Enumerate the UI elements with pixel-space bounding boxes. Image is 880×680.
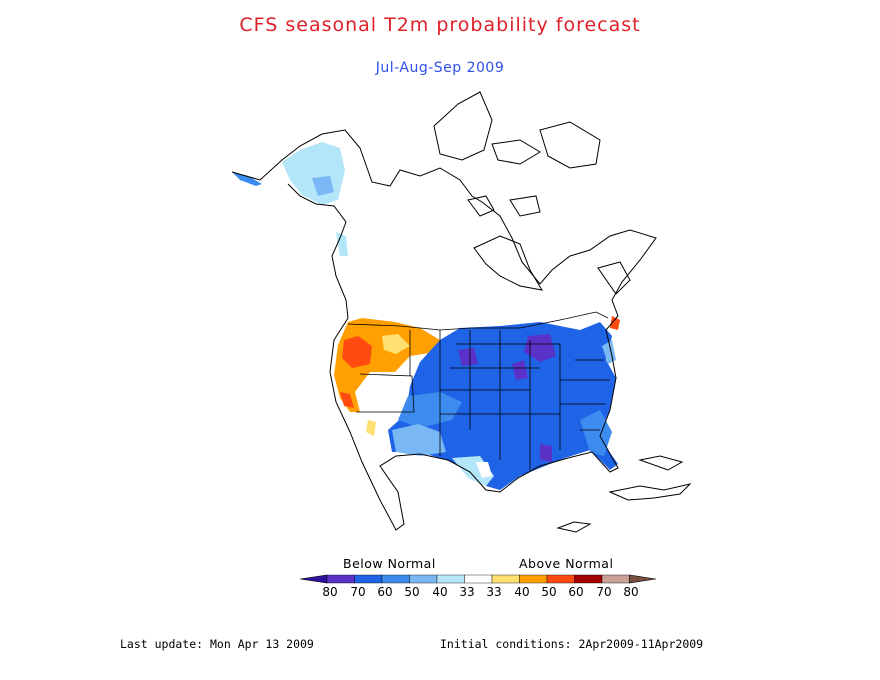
map-title: CFS seasonal T2m probability forecast — [239, 14, 641, 36]
legend-swatch-4 — [409, 574, 438, 584]
coastlines — [231, 91, 692, 533]
legend-tick-10: 70 — [596, 585, 611, 599]
legend-swatch-11 — [601, 574, 630, 584]
legend-swatch-1 — [326, 574, 355, 584]
legend-above-normal-label: Above Normal — [519, 556, 614, 571]
legend-bar — [299, 574, 657, 584]
legend-swatch-7 — [491, 574, 520, 584]
map-subtitle: Jul-Aug-Sep 2009 — [375, 60, 505, 76]
legend-tick-5: 33 — [459, 585, 474, 599]
legend-swatch-0 — [299, 574, 328, 584]
legend-tick-6: 33 — [486, 585, 501, 599]
eastern-below-normal — [388, 322, 618, 490]
western-above-normal — [334, 316, 620, 436]
legend-swatch-12 — [629, 574, 657, 584]
legend-swatch-3 — [381, 574, 410, 584]
legend-below-normal-label: Below Normal — [343, 556, 436, 571]
legend-tick-1: 70 — [350, 585, 365, 599]
legend-swatch-9 — [546, 574, 575, 584]
legend-ticks: 80 70 60 50 40 33 33 40 50 60 70 80 — [322, 585, 638, 599]
legend-swatch-6 — [464, 574, 493, 584]
legend-tick-11: 80 — [623, 585, 638, 599]
legend-swatch-10 — [574, 574, 603, 584]
last-update-text: Last update: Mon Apr 13 2009 — [120, 637, 314, 651]
legend-tick-8: 50 — [541, 585, 556, 599]
legend-swatch-5 — [436, 574, 465, 584]
legend-tick-7: 40 — [514, 585, 529, 599]
alaska-shading — [232, 142, 348, 256]
initial-conditions-text: Initial conditions: 2Apr2009-11Apr2009 — [440, 637, 704, 651]
legend-tick-3: 50 — [404, 585, 419, 599]
legend-swatch-8 — [519, 574, 548, 584]
legend-tick-0: 80 — [322, 585, 337, 599]
political-borders — [347, 311, 610, 470]
legend-tick-4: 40 — [432, 585, 447, 599]
legend-tick-2: 60 — [377, 585, 392, 599]
legend-swatch-2 — [354, 574, 383, 584]
legend-tick-9: 60 — [568, 585, 583, 599]
